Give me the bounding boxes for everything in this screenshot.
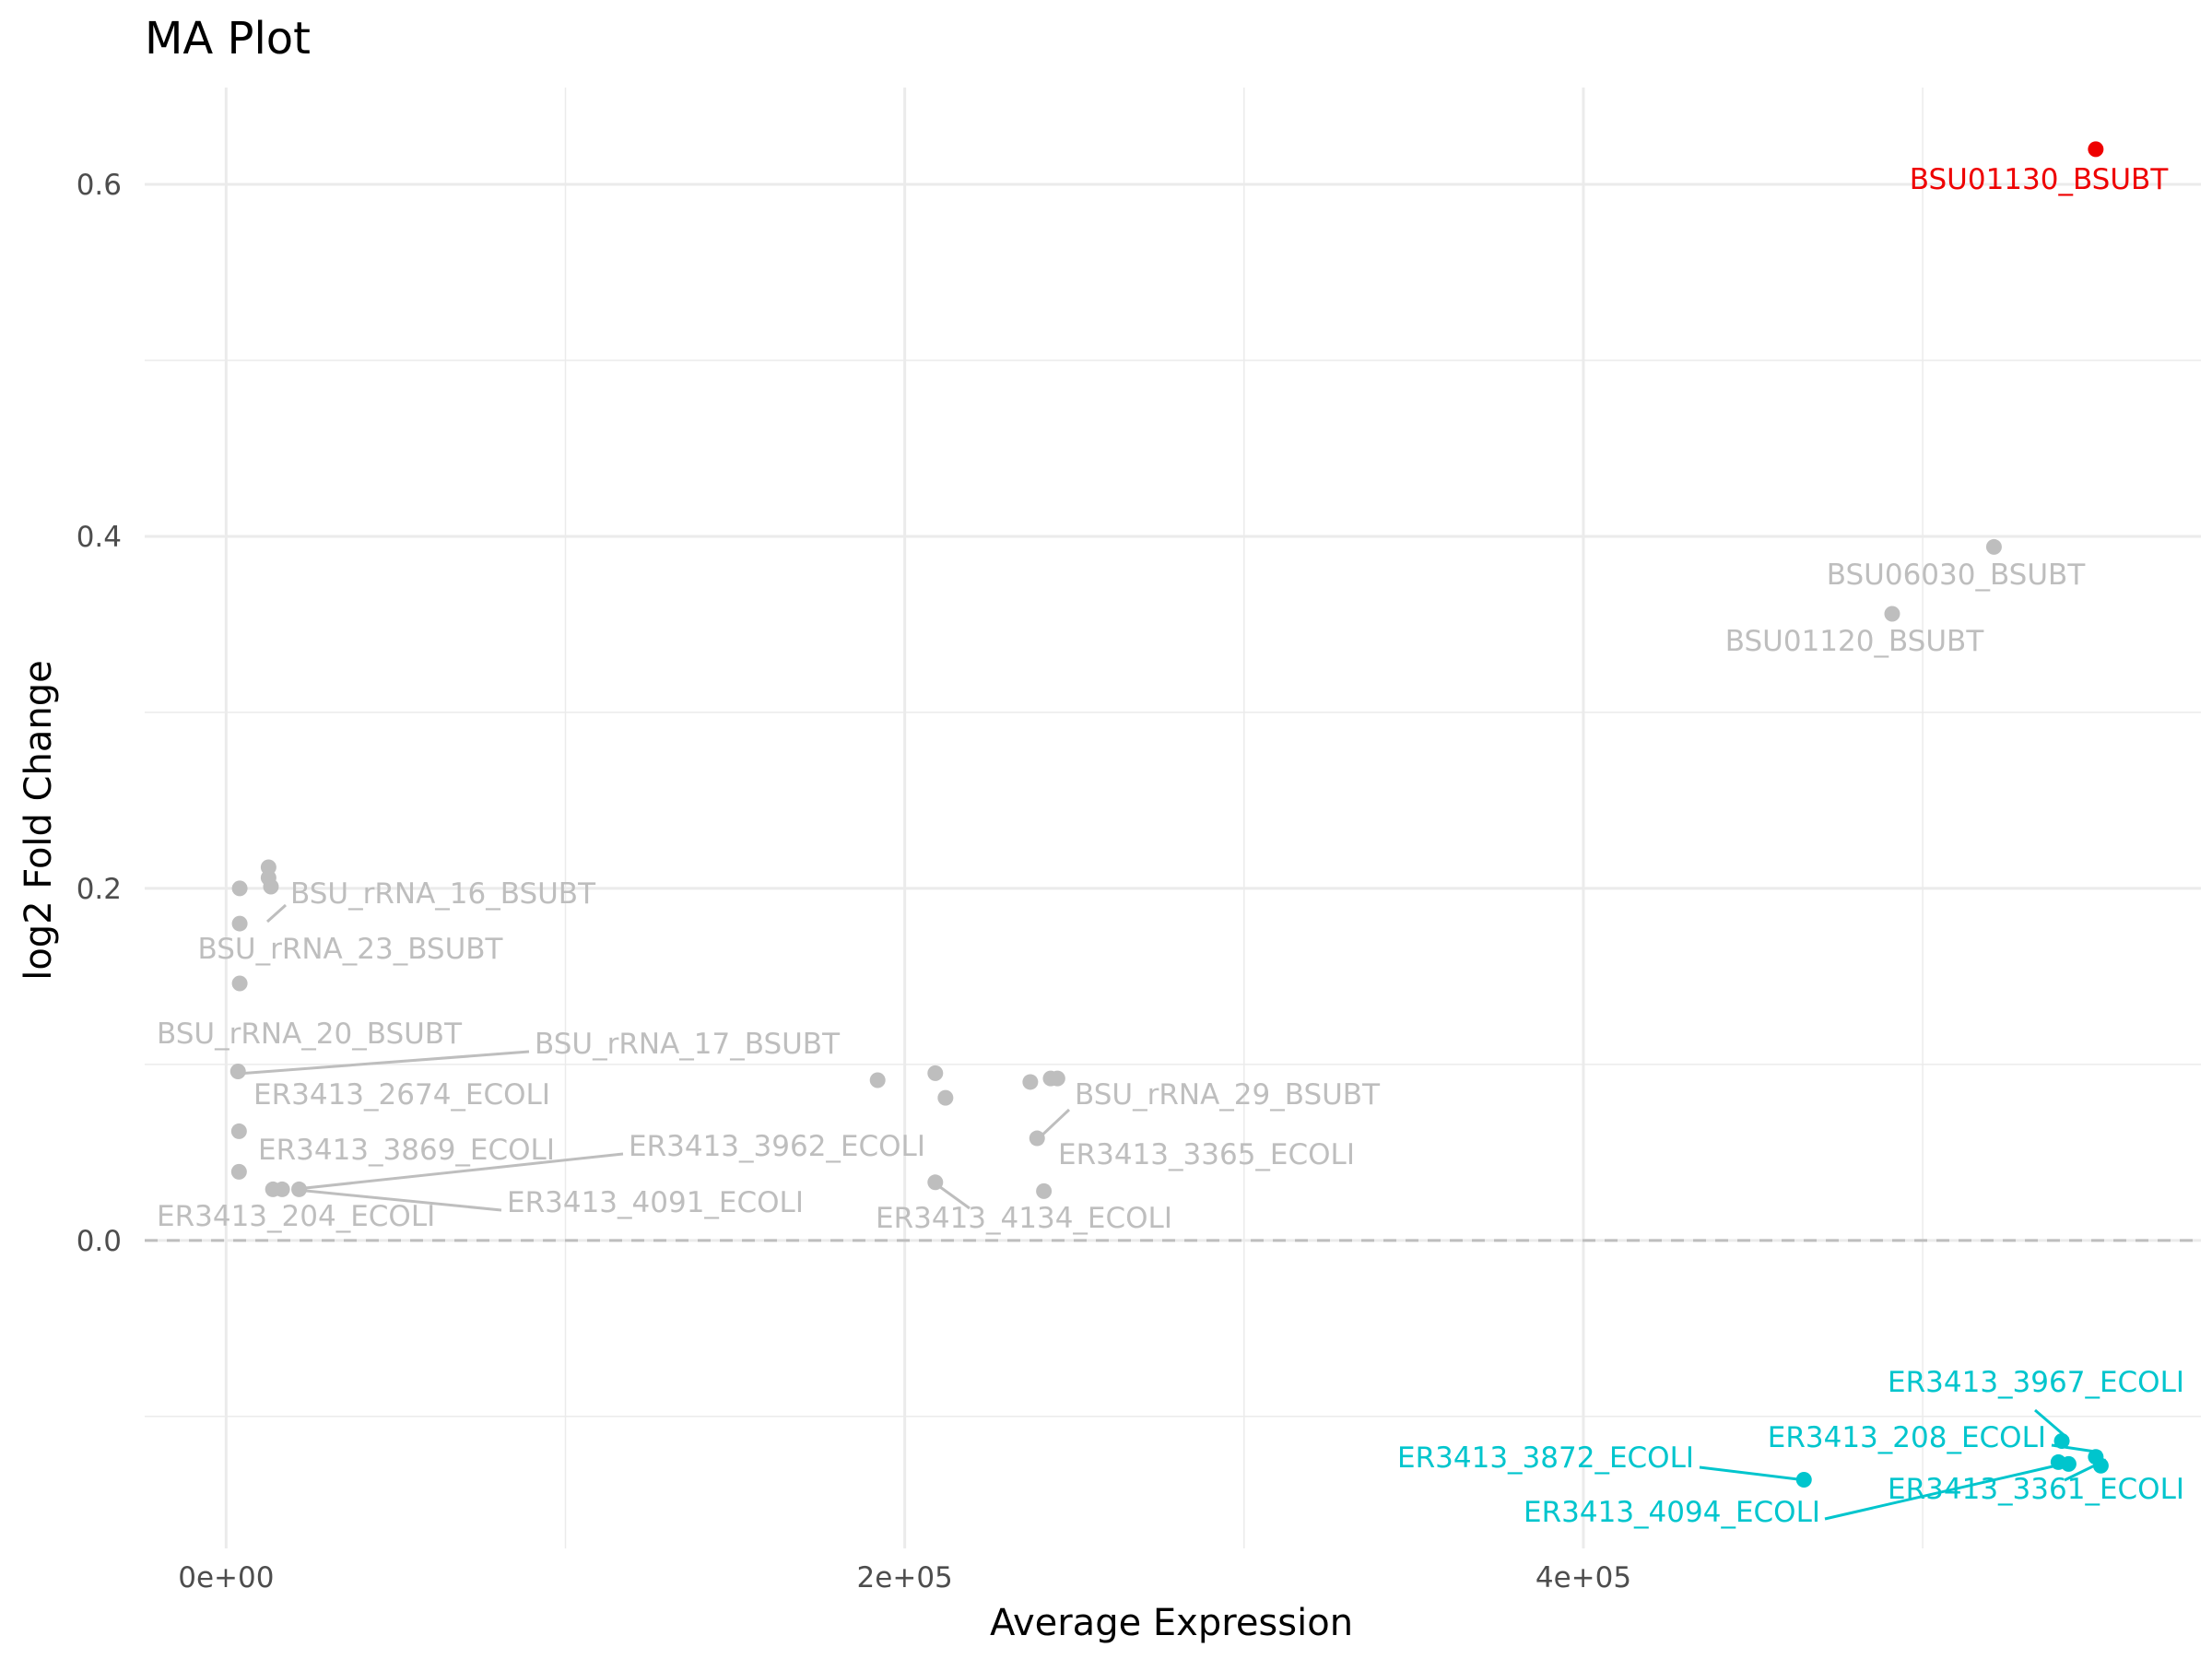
data-point: [1029, 1130, 1045, 1147]
point-label: ER3413_3361_ECOLI: [1888, 1473, 2184, 1506]
label-connector: [1824, 1463, 2062, 1521]
point-label: ER3413_2674_ECOLI: [253, 1078, 550, 1112]
y-tick-label: 0.4: [76, 521, 122, 554]
data-point: [1884, 606, 1900, 622]
x-tick-label: 0e+00: [178, 1561, 274, 1594]
label-connector: [296, 1152, 624, 1191]
data-point: [937, 1089, 954, 1106]
data-point: [263, 878, 279, 895]
point-label: ER3413_3967_ECOLI: [1888, 1366, 2184, 1399]
point-label: BSU01120_BSUBT: [1725, 625, 1985, 658]
data-point: [1022, 1074, 1039, 1090]
label-connector: [1699, 1465, 1806, 1482]
label-connector: [237, 1050, 530, 1076]
data-point: [2088, 141, 2104, 158]
data-point: [1036, 1182, 1053, 1199]
point-label: ER3413_4134_ECOLI: [876, 1202, 1172, 1235]
data-point: [2092, 1457, 2109, 1474]
grid-major: [145, 88, 2201, 1548]
data-point: [274, 1181, 290, 1197]
y-axis-ticks: 0.0 0.2 0.4 0.6: [76, 169, 122, 1258]
chart-title: MA Plot: [145, 13, 311, 65]
label-connector: [265, 903, 288, 924]
data-point: [231, 975, 248, 992]
x-axis-title: Average Expression: [990, 1602, 1353, 1644]
data-point: [869, 1072, 886, 1088]
point-label: BSU01130_BSUBT: [1910, 163, 2170, 196]
point-label: BSU_rRNA_20_BSUBT: [157, 1018, 463, 1051]
point-label: ER3413_3962_ECOLI: [629, 1130, 925, 1163]
point-label: BSU_rRNA_23_BSUBT: [197, 933, 503, 966]
point-label: ER3413_4091_ECOLI: [507, 1186, 804, 1219]
data-point: [1795, 1472, 1812, 1488]
label-connector: [935, 1182, 971, 1210]
data-point: [231, 880, 248, 897]
point-label: ER3413_204_ECOLI: [157, 1200, 435, 1233]
point-label: ER3413_208_ECOLI: [1768, 1421, 2046, 1454]
data-point: [1985, 538, 2002, 555]
data-point: [291, 1181, 308, 1197]
data-points: [229, 141, 2109, 1488]
data-point: [229, 1063, 246, 1079]
point-label: BSU_rRNA_16_BSUBT: [290, 877, 596, 911]
data-point: [1049, 1070, 1065, 1087]
point-label: ER3413_3869_ECOLI: [258, 1134, 555, 1167]
data-point: [927, 1174, 944, 1191]
grid-minor: [145, 88, 2201, 1548]
x-tick-label: 4e+05: [1535, 1561, 1631, 1594]
point-label: ER3413_3872_ECOLI: [1397, 1441, 1694, 1475]
point-label: ER3413_4094_ECOLI: [1524, 1496, 1820, 1529]
point-label: ER3413_3365_ECOLI: [1058, 1138, 1355, 1171]
data-point: [927, 1065, 944, 1081]
x-axis-ticks: 0e+00 2e+05 4e+05: [178, 1561, 1631, 1594]
data-point: [230, 1163, 247, 1180]
y-tick-label: 0.6: [76, 169, 122, 202]
point-label: BSU06030_BSUBT: [1827, 559, 2087, 592]
point-labels: BSU01130_BSUBT BSU06030_BSUBT BSU01120_BSU…: [157, 163, 2184, 1529]
data-point: [231, 915, 248, 932]
point-label: BSU_rRNA_29_BSUBT: [1075, 1078, 1381, 1112]
data-point: [2053, 1433, 2070, 1450]
data-point: [2060, 1455, 2077, 1472]
y-tick-label: 0.0: [76, 1225, 122, 1258]
y-axis-title: log2 Fold Change: [18, 660, 60, 981]
point-label: BSU_rRNA_17_BSUBT: [535, 1028, 841, 1061]
data-point: [230, 1123, 247, 1139]
y-tick-label: 0.2: [76, 873, 122, 906]
x-tick-label: 2e+05: [857, 1561, 953, 1594]
label-connector: [296, 1188, 502, 1212]
